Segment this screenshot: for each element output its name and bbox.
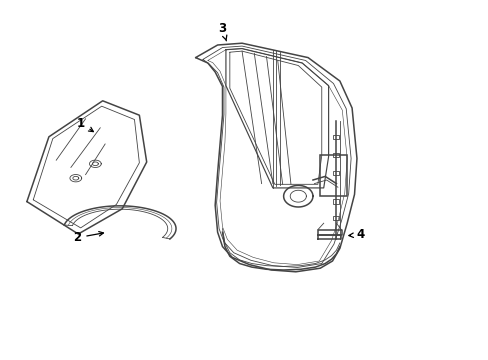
Bar (333, 135, 339, 139)
Bar (333, 216, 339, 220)
Bar (333, 199, 339, 204)
Text: 3: 3 (218, 22, 226, 41)
Text: 4: 4 (348, 228, 364, 241)
Bar (333, 153, 339, 157)
Bar (333, 171, 339, 175)
Text: 1: 1 (77, 117, 93, 132)
Bar (320, 155, 346, 196)
Text: 2: 2 (73, 231, 103, 244)
